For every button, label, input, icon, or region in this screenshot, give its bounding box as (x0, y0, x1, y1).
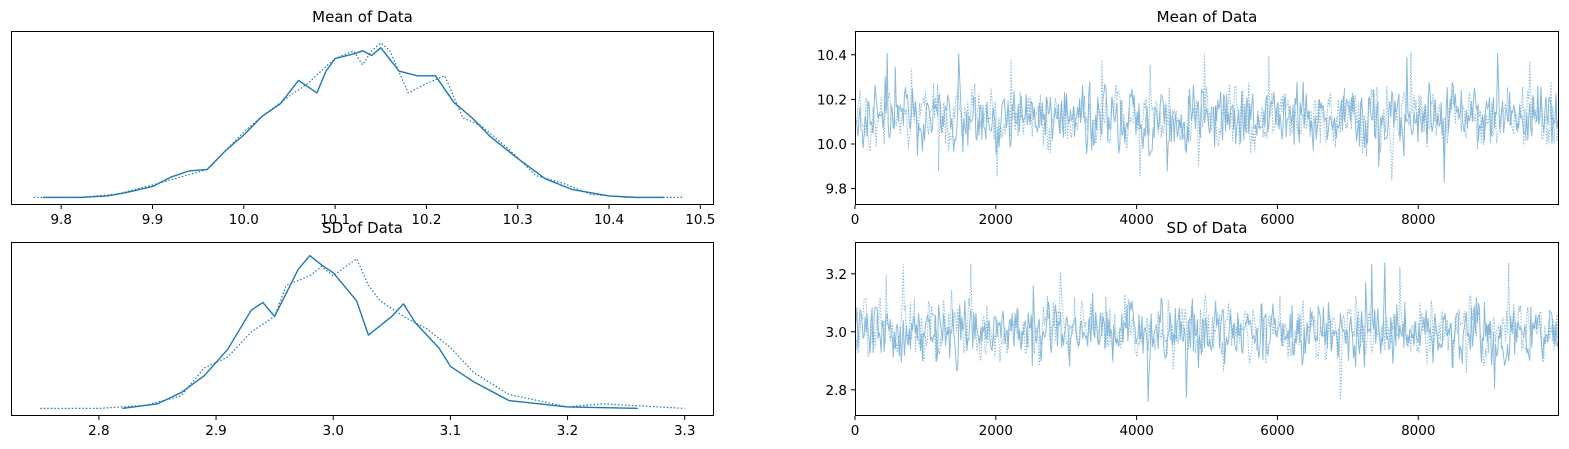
plot-area (33, 42, 682, 199)
x-tick-label: 3.3 (674, 423, 695, 439)
chart-title: Mean of Data (1157, 8, 1258, 26)
chart-title: Mean of Data (312, 8, 413, 26)
chart-panel-1: Mean of Data 9.8 9.9 10.0 10.1 10.2 10.3 10.4 10… (11, 8, 715, 228)
axes-frame (855, 31, 1559, 205)
x-tick-label: 8000 (1401, 212, 1435, 228)
x-tick-label: 3.2 (557, 423, 578, 439)
kde-line-solid (122, 254, 638, 410)
plot-area (855, 262, 1559, 402)
axes-frame (11, 31, 714, 205)
plot-area (40, 254, 685, 410)
kde-line-dotted (40, 258, 685, 409)
kde-line-solid (43, 47, 664, 199)
y-tick-label: 9.8 (826, 182, 847, 198)
x-tick-label: 4000 (1119, 423, 1153, 439)
x-tick-label: 10.3 (503, 212, 533, 228)
y-tick-label: 3.0 (826, 325, 847, 341)
chart-title: SD of Data (322, 219, 403, 237)
trace-line-solid (855, 262, 1559, 402)
trace-line-solid (855, 52, 1559, 183)
x-tick-label: 3.0 (322, 423, 343, 439)
y-tick-label: 10.2 (817, 92, 847, 108)
x-tick-label: 0 (851, 212, 860, 228)
x-tick-label: 10.0 (229, 212, 259, 228)
x-tick-label: 0 (851, 423, 860, 439)
y-tick-label: 10.0 (817, 137, 847, 153)
trace-line-dotted (855, 51, 1559, 181)
chart-panel-4: SD of Data 0 2000 4000 6000 8000 2.8 3.0 3.2 (826, 219, 1559, 439)
y-tick-label: 3.2 (826, 267, 847, 283)
x-tick-label: 10.5 (685, 212, 715, 228)
plot-area (855, 51, 1559, 183)
y-tick-label: 10.4 (817, 48, 847, 64)
x-tick-label: 9.9 (142, 212, 163, 228)
x-tick-label: 8000 (1401, 423, 1435, 439)
chart-panel-2: SD of Data 2.8 2.9 3.0 3.1 3.2 3.3 (11, 219, 714, 439)
axes-frame (11, 242, 714, 416)
x-tick-label: 6000 (1260, 423, 1294, 439)
chart-title: SD of Data (1167, 219, 1248, 237)
x-tick-label: 2000 (979, 423, 1013, 439)
kde-line-dotted (33, 42, 682, 198)
axes-frame (855, 242, 1559, 416)
x-tick-label: 9.8 (50, 212, 71, 228)
x-tick-label: 2.9 (205, 423, 226, 439)
x-tick-label: 10.1 (320, 212, 350, 228)
x-tick-label: 4000 (1119, 212, 1153, 228)
x-tick-label: 3.1 (440, 423, 461, 439)
chart-panel-3: Mean of Data 0 2000 4000 6000 8000 9.8 10.0 10.2… (817, 8, 1559, 228)
y-tick-label: 2.8 (826, 383, 847, 399)
x-tick-label: 10.4 (594, 212, 624, 228)
x-tick-label: 10.2 (411, 212, 441, 228)
x-tick-label: 6000 (1260, 212, 1294, 228)
x-tick-label: 2000 (979, 212, 1013, 228)
x-tick-label: 2.8 (88, 423, 109, 439)
